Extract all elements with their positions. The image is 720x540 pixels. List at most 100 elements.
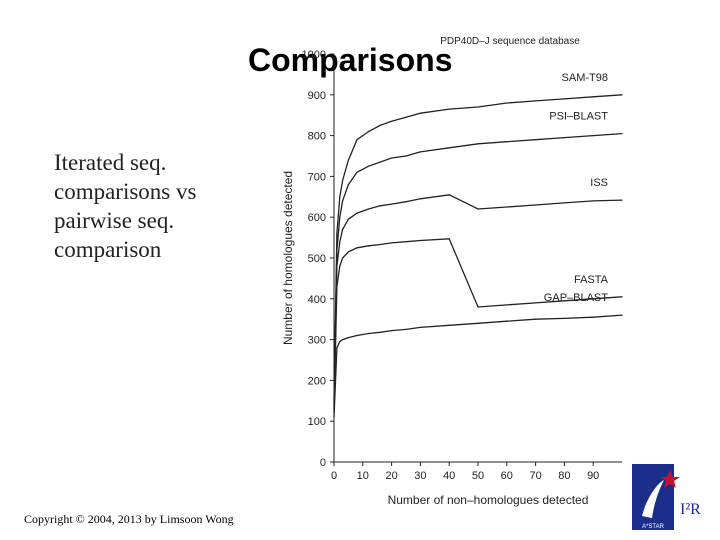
series-line [333,238,623,414]
x-tick-label: 0 [331,470,337,482]
data-point [506,304,508,306]
data-point [621,296,623,298]
data-point [477,106,479,108]
data-point [356,212,358,214]
copyright-footer: Copyright © 2004, 2013 by Limsoon Wong [24,512,234,526]
x-tick-label: 30 [414,470,426,482]
data-point [342,200,344,202]
y-tick-label: 500 [308,253,326,265]
data-point [356,171,358,173]
logo-i2r-text: I²R [680,501,701,518]
data-point [342,179,344,182]
x-tick-label: 40 [443,470,455,482]
data-point [367,165,370,167]
y-tick-label: 900 [308,90,326,102]
data-point [535,139,537,141]
data-point [339,216,341,218]
x-tick-label: 80 [558,470,570,482]
astar-i2r-logo: A*STAR I²R [632,464,701,530]
data-point [592,316,594,318]
data-point [405,155,407,157]
data-point [563,98,565,100]
data-point [563,317,565,319]
data-point [336,232,338,235]
data-point [356,247,358,249]
data-point [367,208,370,210]
data-point [391,330,393,332]
logo-star [660,470,680,488]
x-tick-label: 20 [385,470,397,482]
data-point [379,161,381,163]
data-point [347,218,349,220]
data-point [621,94,623,96]
data-point [448,324,450,326]
x-tick-label: 10 [357,470,369,482]
series-label: PSI–BLAST [549,111,608,123]
data-point [333,416,335,418]
series-label: ISS [590,177,608,189]
data-point [592,96,594,98]
data-point [592,135,594,137]
data-point [448,194,450,196]
data-point [347,159,349,161]
data-point [342,228,344,231]
data-point [563,137,565,139]
line-chart: 0 100 200 300 400 500 600 700 800 900 1000 0 10 20 30 4… [281,36,623,507]
data-point [379,205,381,207]
series-line [333,194,623,410]
data-point [448,108,450,110]
data-point [506,320,508,322]
data-point [379,331,381,333]
data-point [336,265,338,267]
data-point [367,332,370,335]
data-point [367,130,370,133]
data-point [535,204,537,206]
data-point [339,341,341,343]
data-point [347,183,349,186]
y-tick-label: 400 [308,294,326,306]
data-point [621,314,623,316]
data-point [405,241,407,243]
bullet-text: Iterated seq. comparisons vs pairwise se… [54,150,197,262]
y-axis-label: Number of homologues detected [281,171,295,345]
y-tick-label: 100 [308,416,326,428]
data-point [419,326,421,328]
data-point [592,298,594,300]
data-point [448,238,450,240]
y-tick-label: 600 [308,212,326,224]
series-label: SAM-T98 [562,72,608,84]
x-tick-label: 70 [529,470,541,482]
data-point [621,199,623,201]
x-tick-label: 60 [501,470,513,482]
data-point [336,249,338,251]
data-point [356,334,358,337]
data-point [535,302,537,304]
data-point [477,208,479,210]
data-point [448,147,450,149]
data-point [342,339,344,341]
logo-astar-text: A*STAR [642,524,665,530]
data-point [339,265,341,267]
data-point [405,328,407,330]
data-point [347,251,349,253]
data-point [391,157,393,159]
data-point [592,200,594,202]
data-point [339,196,341,198]
data-point [379,124,381,126]
x-tick-label: 50 [472,470,484,482]
data-point [356,139,358,141]
data-point [419,198,421,200]
x-tick-label: 90 [587,470,599,482]
data-point [563,202,565,204]
data-point [419,151,421,153]
data-point [621,132,623,135]
y-tick-label: 200 [308,375,326,387]
data-point [379,243,381,246]
data-point [477,322,479,324]
data-point [391,120,393,122]
logo-a-glyph [642,480,664,518]
data-point [391,242,393,244]
data-point [535,100,537,102]
slide-title: Comparisons [248,42,453,78]
data-point [563,300,565,302]
